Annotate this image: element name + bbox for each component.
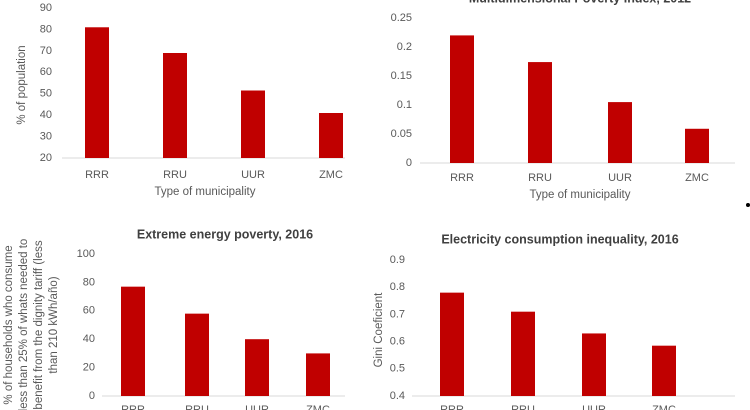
x-tick-label: UUR — [582, 404, 606, 410]
bar — [582, 333, 606, 396]
x-tick-label: ZMC — [685, 172, 709, 184]
y-tick-label: 0.25 — [391, 12, 412, 24]
y-tick-label: 60 — [40, 66, 52, 78]
bar — [511, 311, 535, 396]
bar — [185, 313, 209, 396]
y-axis-label: less than 25% of whats needed to — [18, 239, 30, 410]
y-tick-label: 0 — [89, 390, 95, 402]
x-tick-label: UUR — [608, 172, 632, 184]
bar — [163, 53, 187, 158]
x-tick-label: ZMC — [306, 404, 330, 410]
y-axis-label: % of population — [16, 45, 28, 124]
y-tick-label: 20 — [40, 152, 52, 164]
bar — [528, 62, 552, 163]
x-tick-label: RRU — [163, 169, 187, 181]
x-tick-label: RRR — [85, 169, 109, 181]
bar — [685, 128, 709, 163]
x-tick-label: RRU — [511, 404, 535, 410]
x-tick-label: ZMC — [319, 169, 343, 181]
bar — [440, 292, 464, 396]
x-tick-label: RRR — [121, 404, 145, 410]
chart-title: Multidimensional Poverty Index, 2012 — [469, 0, 691, 5]
y-tick-label: 0.9 — [390, 254, 405, 266]
y-tick-label: 0.4 — [390, 390, 405, 402]
y-tick-label: 0.5 — [390, 363, 405, 375]
y-tick-label: 30 — [40, 130, 52, 142]
y-axis-label: than 210 kWh/año) — [48, 276, 60, 373]
bar — [319, 113, 343, 158]
x-tick-label: ZMC — [652, 404, 676, 410]
bar — [121, 286, 145, 396]
x-tick-label: UUR — [245, 404, 269, 410]
y-tick-label: 0 — [406, 157, 412, 169]
bar — [608, 102, 632, 163]
bar — [241, 90, 265, 158]
x-axis-label: Type of municipality — [530, 189, 631, 201]
y-tick-label: 0.8 — [390, 281, 405, 293]
x-tick-label: RRU — [185, 404, 209, 410]
x-tick-label: RRR — [440, 404, 464, 410]
bar — [450, 35, 474, 163]
y-tick-label: 0.6 — [390, 336, 405, 348]
y-axis-label: % of households who consume — [3, 245, 15, 404]
y-tick-label: 0.2 — [397, 41, 412, 53]
y-tick-label: 60 — [83, 305, 95, 317]
y-tick-label: 80 — [40, 23, 52, 35]
chart-title: Extreme energy poverty, 2016 — [137, 227, 313, 241]
y-axis-label: benefit from the dignity tariff (less — [33, 240, 45, 409]
bullet-dot — [746, 203, 750, 207]
y-tick-label: 90 — [40, 2, 52, 14]
y-tick-label: 0.7 — [390, 308, 405, 320]
y-tick-label: 100 — [77, 248, 95, 260]
y-tick-label: 20 — [83, 362, 95, 374]
y-axis-label: Gini Coeficient — [373, 292, 385, 368]
y-tick-label: 40 — [83, 333, 95, 345]
y-tick-label: 80 — [83, 276, 95, 288]
y-tick-label: 0.1 — [397, 99, 412, 111]
y-tick-label: 40 — [40, 109, 52, 121]
y-tick-label: 50 — [40, 88, 52, 100]
bar — [306, 353, 330, 396]
y-tick-label: 0.15 — [391, 70, 412, 82]
x-axis-label: Type of municipality — [155, 186, 256, 198]
x-tick-label: RRU — [528, 172, 552, 184]
bar — [652, 345, 676, 396]
bar — [245, 339, 269, 396]
x-tick-label: UUR — [241, 169, 265, 181]
x-tick-label: RRR — [450, 172, 474, 184]
bar — [85, 27, 109, 158]
chart-title: Electricity consumption inequality, 2016 — [441, 232, 678, 246]
y-tick-label: 0.05 — [391, 128, 412, 140]
y-tick-label: 70 — [40, 45, 52, 57]
